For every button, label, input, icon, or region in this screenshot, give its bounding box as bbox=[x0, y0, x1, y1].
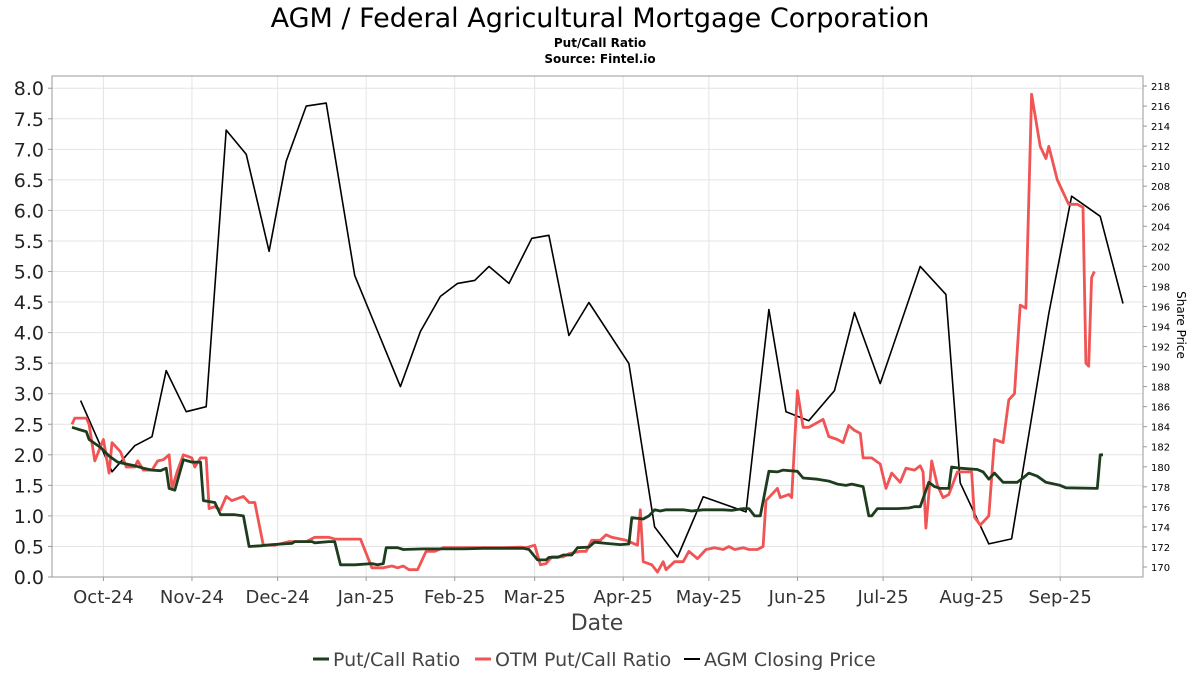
left-tick-label: 6.5 bbox=[14, 170, 44, 192]
right-tick-label: 178 bbox=[1151, 483, 1170, 494]
left-tick-label: 1.0 bbox=[14, 506, 44, 528]
left-tick-label: 0.5 bbox=[14, 536, 44, 558]
plot-area bbox=[52, 76, 1143, 577]
legend: Put/Call Ratio OTM Put/Call Ratio AGM Cl… bbox=[313, 649, 876, 671]
left-tick-label: 5.0 bbox=[14, 262, 44, 284]
x-tick-label: Oct-24 bbox=[73, 587, 134, 608]
series-layer bbox=[70, 92, 1124, 574]
right-tick-label: 218 bbox=[1151, 82, 1170, 93]
right-tick-label: 196 bbox=[1151, 302, 1170, 313]
left-tick-label: 4.0 bbox=[14, 323, 44, 345]
left-tick-label: 7.0 bbox=[14, 139, 44, 161]
x-tick-label: Jul-25 bbox=[857, 587, 909, 608]
legend-label-put-call: Put/Call Ratio bbox=[333, 649, 460, 671]
x-tick-label: Apr-25 bbox=[594, 587, 653, 608]
left-tick-label: 0.0 bbox=[14, 567, 44, 589]
right-axis-ticks: 170 172 174 176 178 180 182 184 186 188 190 192 194 1… bbox=[1143, 82, 1170, 574]
left-tick-label: 3.0 bbox=[14, 384, 44, 406]
legend-label-otm: OTM Put/Call Ratio bbox=[495, 649, 671, 671]
left-tick-label: 2.0 bbox=[14, 445, 44, 467]
right-tick-label: 190 bbox=[1151, 363, 1170, 374]
x-tick-label: Dec-24 bbox=[246, 587, 310, 608]
right-tick-label: 192 bbox=[1151, 343, 1170, 354]
x-tick-label: Aug-25 bbox=[939, 587, 1004, 608]
left-tick-label: 2.5 bbox=[14, 414, 44, 436]
x-tick-label: Nov-24 bbox=[160, 587, 224, 608]
right-tick-label: 214 bbox=[1151, 122, 1170, 133]
right-tick-label: 186 bbox=[1151, 403, 1170, 414]
right-tick-label: 170 bbox=[1151, 563, 1170, 574]
left-tick-label: 8.0 bbox=[14, 78, 44, 100]
right-tick-label: 202 bbox=[1151, 242, 1170, 253]
left-tick-label: 1.5 bbox=[14, 475, 44, 497]
right-tick-label: 200 bbox=[1151, 262, 1170, 273]
right-tick-label: 194 bbox=[1151, 323, 1170, 334]
right-tick-label: 180 bbox=[1151, 463, 1170, 474]
x-tick-label: Feb-25 bbox=[424, 587, 485, 608]
legend-label-price: AGM Closing Price bbox=[704, 649, 876, 671]
left-tick-label: 4.5 bbox=[14, 292, 44, 314]
x-tick-label: Sep-25 bbox=[1029, 587, 1092, 608]
right-tick-label: 216 bbox=[1151, 102, 1170, 113]
left-tick-label: 7.5 bbox=[14, 109, 44, 131]
left-tick-label: 6.0 bbox=[14, 200, 44, 222]
chart-title: AGM / Federal Agricultural Mortgage Corp… bbox=[271, 3, 930, 34]
right-tick-label: 210 bbox=[1151, 162, 1170, 173]
x-axis-ticks: Oct-24 Nov-24 Dec-24 Jan-25 Feb-25 Mar-25 Apr-… bbox=[73, 577, 1092, 608]
right-tick-label: 188 bbox=[1151, 383, 1170, 394]
right-tick-label: 208 bbox=[1151, 182, 1170, 193]
x-tick-label: Mar-25 bbox=[504, 587, 566, 608]
series-line-otm-put-call-ratio bbox=[70, 92, 1096, 574]
right-axis-label: Share Price bbox=[1174, 291, 1188, 359]
right-tick-label: 184 bbox=[1151, 423, 1170, 434]
x-tick-label: Jun-25 bbox=[768, 587, 827, 608]
x-axis-label: Date bbox=[571, 611, 624, 636]
right-tick-label: 204 bbox=[1151, 222, 1170, 233]
right-tick-label: 172 bbox=[1151, 543, 1170, 554]
left-tick-label: 3.5 bbox=[14, 353, 44, 375]
chart-subtitle: Put/Call Ratio bbox=[554, 36, 646, 50]
series-line-put-call-ratio bbox=[71, 425, 1103, 567]
right-tick-label: 182 bbox=[1151, 443, 1170, 454]
x-tick-label: May-25 bbox=[676, 587, 742, 608]
chart-source: Source: Fintel.io bbox=[544, 52, 655, 66]
right-tick-label: 212 bbox=[1151, 142, 1170, 153]
right-tick-label: 176 bbox=[1151, 503, 1170, 514]
left-axis-ticks: 0.0 0.5 1.0 1.5 2.0 2.5 3.0 3.5 4.0 4.5 5.0 5.5 6.0 6… bbox=[14, 78, 52, 589]
series-line-agm-closing-price bbox=[79, 102, 1124, 558]
right-tick-label: 206 bbox=[1151, 202, 1170, 213]
left-tick-label: 5.5 bbox=[14, 231, 44, 253]
right-tick-label: 174 bbox=[1151, 523, 1170, 534]
x-tick-label: Jan-25 bbox=[337, 587, 395, 608]
right-tick-label: 198 bbox=[1151, 282, 1170, 293]
